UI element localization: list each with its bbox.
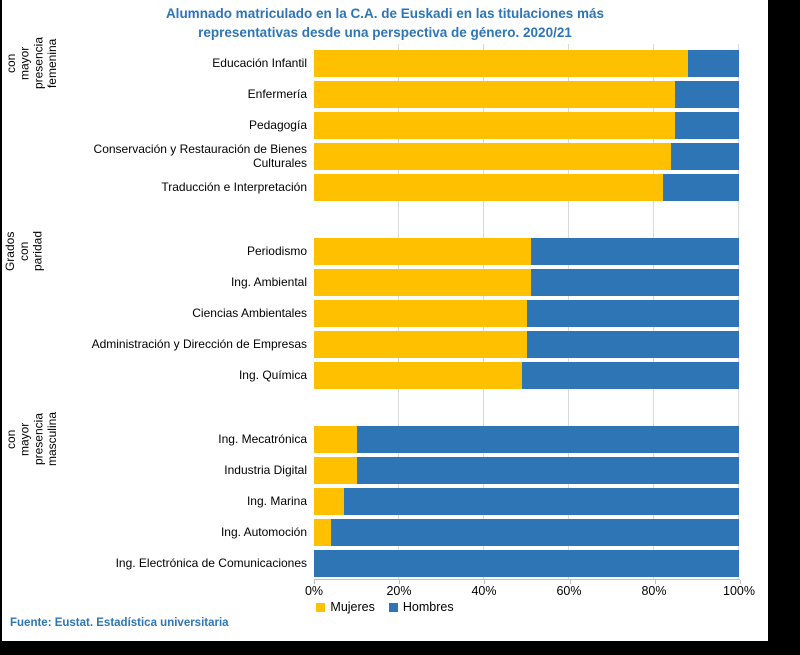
x-tick-label-20: 20%	[386, 584, 412, 598]
source-note: Fuente: Eustat. Estadística universitari…	[10, 617, 229, 629]
bar-segment-hombres	[530, 238, 739, 265]
bar-row	[314, 110, 739, 141]
bar-segment-hombres	[356, 426, 739, 453]
plot-area: Grados con mayor presencia femenina Educa…	[2, 37, 739, 579]
x-tick-label-0: 0%	[304, 584, 324, 598]
bar-segment-mujeres	[314, 174, 663, 201]
category-label: Enfermería	[247, 86, 307, 101]
bar-row	[314, 329, 739, 360]
bar-segment-mujeres	[314, 300, 527, 327]
axis-tick-80	[654, 580, 656, 584]
bar-segment-hombres	[343, 488, 739, 515]
axis-tick-20	[399, 580, 401, 584]
group-axis-label-text: Grados con paridad	[3, 231, 45, 272]
page-title: Alumnado matriculado en la C.A. de Euska…	[2, 5, 768, 43]
x-tick-label-80: 80%	[641, 584, 667, 598]
bar-segment-mujeres	[314, 457, 357, 484]
bar-segment-hombres	[314, 550, 739, 577]
x-axis-line	[314, 579, 741, 584]
bar-segment-mujeres	[314, 81, 676, 108]
bar-row	[314, 455, 739, 486]
category-label: Ciencias Ambientales	[192, 305, 307, 320]
group-axis-label-text: Grados con mayor presencia masculina	[2, 412, 59, 467]
bar-row	[314, 141, 739, 172]
category-label: Ing. Ambiental	[230, 274, 307, 289]
category-label: Ing. Automoción	[220, 524, 307, 539]
bar-segment-mujeres	[314, 426, 357, 453]
bar-segment-hombres	[662, 174, 739, 201]
bar-segment-hombres	[671, 143, 739, 170]
chart-legend: Mujeres Hombres	[2, 600, 768, 614]
bar-row	[314, 172, 739, 203]
bar-segment-hombres	[526, 300, 739, 327]
bar-segment-hombres	[675, 112, 739, 139]
x-tick-label-100: 100%	[723, 584, 755, 598]
group-axis-label: Grados con paridad	[2, 231, 48, 271]
bar-row	[314, 267, 739, 298]
category-label: Conservación y Restauración de Bienes Cu…	[93, 141, 307, 170]
bar-segment-mujeres	[314, 238, 531, 265]
bar-row	[314, 486, 739, 517]
bar-segment-mujeres	[314, 112, 676, 139]
bar-row	[314, 517, 739, 548]
x-tick-label-60: 60%	[556, 584, 582, 598]
bar-segment-hombres	[526, 331, 739, 358]
group-axis-label: Grados con mayor presencia masculina	[2, 412, 59, 466]
bar-group-2: Grados con mayor presencia masculina Ing.…	[2, 412, 739, 579]
category-label: Ing. Mecatrónica	[218, 431, 307, 446]
bar-segment-mujeres	[314, 519, 331, 546]
title-line-1: Alumnado matriculado en la C.A. de Euska…	[165, 6, 605, 21]
category-label: Traducción e Interpretación	[161, 179, 307, 194]
bar-segment-hombres	[356, 457, 739, 484]
bar-row	[314, 48, 739, 79]
category-label: Ing. Química	[238, 367, 307, 382]
category-label: Periodismo	[246, 243, 307, 258]
axis-tick-100	[740, 580, 741, 584]
legend-item-hombres: Hombres	[388, 600, 454, 614]
axis-tick-0	[314, 580, 315, 584]
category-label: Ing. Electrónica de Comunicaciones	[115, 555, 307, 570]
bar-row	[314, 236, 739, 267]
bar-segment-mujeres	[314, 143, 671, 170]
bar-segment-mujeres	[314, 331, 527, 358]
bar-row	[314, 298, 739, 329]
category-label: Educación Infantil	[212, 55, 307, 70]
bar-group-1: Grados con paridad Periodismo Ing. Ambient…	[2, 231, 739, 391]
category-label: Administración y Dirección de Empresas	[91, 336, 307, 351]
bar-segment-hombres	[522, 362, 739, 389]
plot-groups: Grados con mayor presencia femenina Educa…	[2, 37, 739, 579]
legend-swatch-icon	[316, 602, 326, 612]
legend-item-mujeres: Mujeres	[316, 600, 375, 614]
legend-swatch-icon	[388, 602, 398, 612]
bar-row	[314, 79, 739, 110]
axis-tick-60	[569, 580, 571, 584]
bar-segment-mujeres	[314, 362, 523, 389]
group-axis-label: Grados con mayor presencia femenina	[2, 37, 59, 89]
legend-label: Mujeres	[330, 600, 375, 614]
bar-group-0: Grados con mayor presencia femenina Educa…	[2, 37, 739, 203]
bar-segment-mujeres	[314, 488, 344, 515]
bar-segment-mujeres	[314, 269, 531, 296]
bar-segment-mujeres	[314, 50, 688, 77]
x-tick-label-40: 40%	[471, 584, 497, 598]
bar-segment-hombres	[688, 50, 739, 77]
bar-segment-hombres	[530, 269, 739, 296]
chart-frame: Alumnado matriculado en la C.A. de Euska…	[2, 0, 768, 641]
title-line-2: representativas desde una perspectiva de…	[198, 24, 572, 40]
axis-tick-40	[484, 580, 486, 584]
bar-segment-hombres	[331, 519, 739, 546]
bar-row	[314, 548, 739, 579]
group-axis-label-text: Grados con mayor presencia femenina	[2, 37, 59, 90]
legend-label: Hombres	[402, 600, 454, 614]
category-label: Ing. Marina	[246, 493, 307, 508]
x-axis-tick-labels: 0% 20% 40% 60% 80% 100%	[305, 584, 755, 599]
category-label: Pedagogía	[248, 117, 307, 132]
category-label: Industria Digital	[224, 462, 307, 477]
bar-row	[314, 424, 739, 455]
bar-row	[314, 360, 739, 391]
bar-segment-hombres	[675, 81, 739, 108]
